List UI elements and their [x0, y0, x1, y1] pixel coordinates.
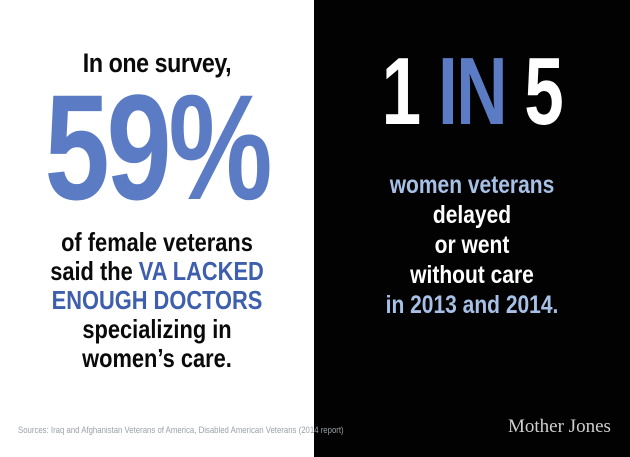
sources-credit: Sources: Iraq and Afghanistan Veterans o…: [18, 425, 344, 436]
survey-intro: In one survey,: [82, 48, 232, 78]
rdesc-line-1: women veterans: [389, 171, 555, 199]
rdesc-line-5: in 2013 and 2014.: [385, 291, 559, 319]
left-panel: [0, 0, 314, 457]
survey-description: of female veterans said the VA LACKED EN…: [25, 228, 289, 373]
rdesc-line-3: or went: [434, 231, 510, 259]
desc-highlight-va: VA LACKED: [138, 256, 264, 286]
ratio-description: women veterans delayed or went without c…: [339, 170, 604, 320]
rdesc-line-2: delayed: [432, 201, 512, 229]
desc-line-5: women’s care.: [82, 343, 232, 373]
desc-line-2: said the VA LACKED: [25, 257, 289, 286]
desc-line-1: of female veterans: [61, 227, 253, 257]
ratio-in: IN: [437, 38, 508, 145]
right-panel: [314, 0, 630, 457]
stat-1-in-5: 1 IN 5: [355, 42, 589, 142]
mother-jones-logo: Mother Jones: [508, 416, 611, 437]
ratio-five: 5: [506, 38, 564, 145]
desc-highlight-doctors: ENOUGH DOCTORS: [51, 285, 263, 315]
ratio-one: 1: [381, 38, 438, 145]
stat-59-percent: 59%: [44, 63, 273, 231]
desc-line-4: specializing in: [82, 314, 232, 344]
desc-line-2-text: said the: [50, 256, 139, 286]
rdesc-line-4: without care: [410, 261, 534, 289]
